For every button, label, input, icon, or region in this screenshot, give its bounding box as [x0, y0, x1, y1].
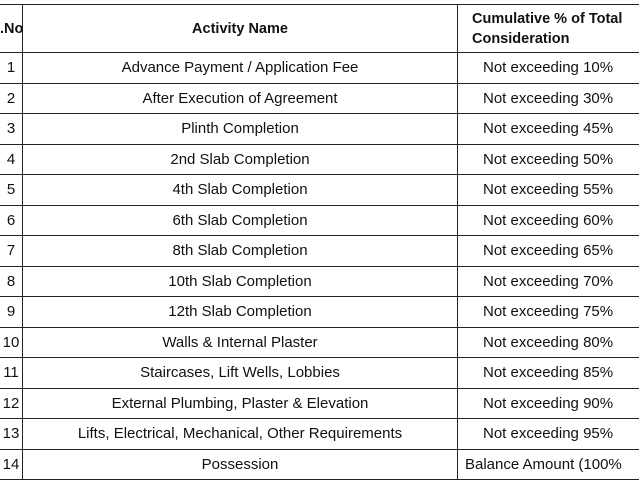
- table-cell: 4: [0, 143, 23, 175]
- table-row: 5 4th Slab Completion Not exceeding 55%: [0, 174, 639, 206]
- table-cell: 8th Slab Completion: [22, 235, 458, 267]
- table-cell: 10: [0, 326, 23, 358]
- header-cell: .No: [0, 4, 23, 53]
- table-row: 12 External Plumbing, Plaster & Elevation…: [0, 387, 639, 419]
- table-cell: Not exceeding 60%: [457, 204, 639, 236]
- table-cell: Advance Payment / Application Fee: [22, 52, 458, 84]
- table-cell: Not exceeding 75%: [457, 296, 639, 328]
- table-cell: 5: [0, 174, 23, 206]
- table-cell: Walls & Internal Plaster: [22, 326, 458, 358]
- table-row: 1 Advance Payment / Application Fee Not ex…: [0, 52, 639, 84]
- table-cell: Not exceeding 55%: [457, 174, 639, 206]
- table-cell: Not exceeding 95%: [457, 418, 639, 450]
- table-cell: 14: [0, 448, 23, 480]
- table-cell: 10th Slab Completion: [22, 265, 458, 297]
- header-cell: Activity Name: [22, 4, 458, 53]
- table-cell: After Execution of Agreement: [22, 82, 458, 114]
- table-row: 14 Possession Balance Amount (100%: [0, 448, 639, 480]
- header-cell: Cumulative % of Total Consideration: [457, 4, 639, 53]
- table-cell: 9: [0, 296, 23, 328]
- table-cell: 2nd Slab Completion: [22, 143, 458, 175]
- table-row: 7 8th Slab Completion Not exceeding 65%: [0, 235, 639, 267]
- table-cell: 6: [0, 204, 23, 236]
- table-row: 9 12th Slab Completion Not exceeding 75%: [0, 296, 639, 328]
- table-cell: 1: [0, 52, 23, 84]
- table-cell: 7: [0, 235, 23, 267]
- table-cell: Not exceeding 85%: [457, 357, 639, 389]
- table-cell: Not exceeding 90%: [457, 387, 639, 419]
- table-cell: Not exceeding 45%: [457, 113, 639, 145]
- table-row: 6 6th Slab Completion Not exceeding 60%: [0, 204, 639, 236]
- table-cell: Not exceeding 30%: [457, 82, 639, 114]
- table-cell: 12th Slab Completion: [22, 296, 458, 328]
- table-cell: 3: [0, 113, 23, 145]
- table-row: 2 After Execution of Agreement Not exceedi…: [0, 82, 639, 114]
- header-row: .No Activity Name Cumulative % of Total Co…: [0, 4, 639, 53]
- table-cell: External Plumbing, Plaster & Elevation: [22, 387, 458, 419]
- payment-schedule-table: .No Activity Name Cumulative % of Total Co…: [0, 4, 639, 480]
- table-row: 4 2nd Slab Completion Not exceeding 50%: [0, 143, 639, 175]
- table-cell: Lifts, Electrical, Mechanical, Other Req…: [22, 418, 458, 450]
- table-cell: 4th Slab Completion: [22, 174, 458, 206]
- table-body: 1 Advance Payment / Application Fee Not ex…: [0, 52, 639, 480]
- table-cell: Not exceeding 50%: [457, 143, 639, 175]
- table-row: 13 Lifts, Electrical, Mechanical, Other R…: [0, 418, 639, 450]
- table-row: 10 Walls & Internal Plaster Not exceeding …: [0, 326, 639, 358]
- table-cell: Possession: [22, 448, 458, 480]
- table-cell: 11: [0, 357, 23, 389]
- table-cell: Not exceeding 70%: [457, 265, 639, 297]
- table-cell: 13: [0, 418, 23, 450]
- table-cell: Not exceeding 10%: [457, 52, 639, 84]
- table-cell: Plinth Completion: [22, 113, 458, 145]
- table-cell: Balance Amount (100%: [457, 448, 639, 480]
- table-cell: 8: [0, 265, 23, 297]
- table-cell: 12: [0, 387, 23, 419]
- table-cell: Not exceeding 65%: [457, 235, 639, 267]
- table-cell: Not exceeding 80%: [457, 326, 639, 358]
- table-cell: 2: [0, 82, 23, 114]
- table-row: 3 Plinth Completion Not exceeding 45%: [0, 113, 639, 145]
- table-row: 11 Staircases, Lift Wells, Lobbies Not exc…: [0, 357, 639, 389]
- table-cell: Staircases, Lift Wells, Lobbies: [22, 357, 458, 389]
- table-row: 8 10th Slab Completion Not exceeding 70%: [0, 265, 639, 297]
- table-cell: 6th Slab Completion: [22, 204, 458, 236]
